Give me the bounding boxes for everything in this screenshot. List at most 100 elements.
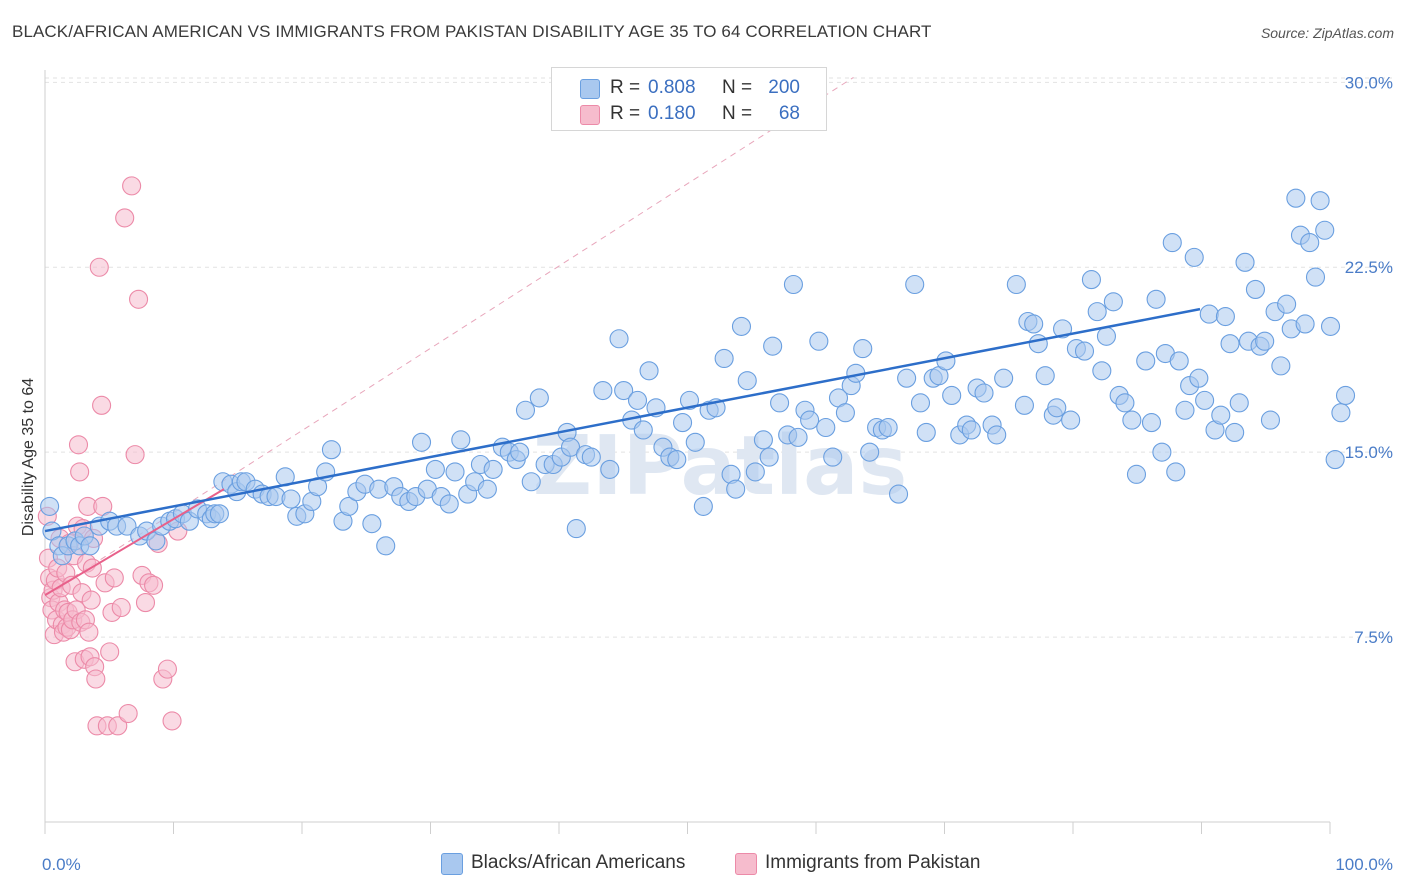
black-point: [679, 390, 700, 410]
black-point: [759, 447, 779, 467]
y-tick-label: 22.5%: [1345, 258, 1393, 277]
black-point: [510, 442, 530, 462]
black-point: [1047, 398, 1067, 418]
legend-row-pakistan: R = 0.180 N = 68: [552, 101, 826, 127]
legend-r-label: R =: [610, 103, 641, 124]
black-point: [823, 447, 843, 467]
legend-r-value: 0.180: [648, 103, 696, 124]
black-point: [1122, 410, 1142, 430]
black-point: [1074, 341, 1095, 361]
black-point: [339, 496, 359, 516]
pakistan-point: [100, 642, 120, 662]
pakistan-point: [118, 703, 138, 724]
black-point: [529, 388, 549, 408]
black-point: [40, 496, 60, 516]
pakistan-point: [108, 716, 128, 736]
pakistan-point: [111, 597, 131, 618]
black-point: [614, 380, 634, 401]
black-point: [1320, 316, 1341, 336]
pakistan-point: [70, 462, 90, 482]
black-point: [639, 361, 659, 381]
black-point: [1014, 395, 1034, 415]
black-point: [1169, 351, 1189, 371]
black-point: [1162, 233, 1182, 253]
y-tick-label: 15.0%: [1345, 443, 1393, 462]
black-point: [1211, 405, 1231, 425]
pakistan-point: [125, 445, 145, 465]
legend-n-value: 68: [778, 103, 800, 124]
legend-swatch-pakistan: [580, 105, 600, 125]
black-point: [477, 479, 497, 499]
black-point: [209, 504, 229, 524]
black-point: [439, 494, 459, 514]
black-point: [726, 479, 746, 499]
black-trend-line: [44, 307, 1201, 533]
black-point: [1335, 385, 1356, 406]
x-tick-label-max: 100.0%: [1335, 855, 1393, 874]
black-point: [1271, 356, 1291, 376]
black-point: [1103, 292, 1123, 312]
black-point: [783, 274, 803, 295]
black-point: [1081, 270, 1101, 290]
black-point: [763, 336, 783, 356]
black-point: [905, 274, 925, 295]
pakistan-point: [89, 257, 109, 277]
black-point: [1199, 304, 1219, 324]
black-point: [1315, 220, 1335, 240]
legend-n-label: N =: [722, 77, 753, 98]
black-point: [685, 432, 705, 452]
black-point: [515, 400, 536, 420]
black-point: [770, 393, 790, 413]
black-point: [411, 432, 432, 452]
black-point: [1146, 289, 1166, 309]
black-point: [1189, 368, 1209, 388]
legend-n-value: 200: [768, 77, 800, 98]
black-point: [1245, 279, 1265, 299]
pakistan-point: [81, 590, 101, 610]
pakistan-points: [37, 176, 188, 736]
black-point: [835, 403, 855, 423]
black-point: [521, 472, 541, 492]
black-point: [961, 420, 981, 440]
black-point: [633, 420, 653, 440]
black-point: [1126, 464, 1147, 484]
black-point: [600, 459, 620, 479]
bottom-legend-swatch-pakistan: [735, 853, 757, 875]
black-point: [714, 348, 734, 369]
black-point: [853, 339, 873, 359]
pakistan-point: [129, 289, 149, 309]
black-point: [362, 514, 382, 534]
black-point: [673, 413, 693, 433]
legend-swatch-black: [580, 79, 600, 99]
black-point: [1115, 393, 1135, 413]
black-point: [1053, 319, 1073, 339]
pakistan-point: [104, 568, 124, 588]
black-point: [788, 427, 808, 447]
black-point: [1225, 422, 1245, 442]
black-point: [1166, 462, 1186, 482]
black-point: [1331, 403, 1351, 423]
black-point: [860, 442, 880, 462]
source-label: Source: ZipAtlas.com: [1260, 25, 1394, 41]
black-point: [1006, 274, 1026, 295]
pakistan-point: [135, 593, 156, 613]
black-point: [483, 459, 503, 479]
bottom-legend-swatch-black: [441, 853, 463, 875]
black-point: [1235, 252, 1255, 272]
black-point: [1096, 326, 1116, 346]
black-point: [451, 430, 471, 450]
black-point: [425, 459, 445, 479]
black-point: [1024, 314, 1044, 334]
black-point: [987, 425, 1007, 445]
black-point: [942, 385, 962, 406]
black-point: [1092, 361, 1112, 381]
black-point: [667, 450, 687, 470]
black-point: [1260, 410, 1281, 430]
black-point: [693, 496, 713, 516]
pakistan-point: [68, 435, 89, 455]
black-point: [627, 390, 648, 410]
pakistan-point: [157, 659, 177, 679]
black-point: [376, 536, 396, 556]
pakistan-point: [162, 711, 182, 731]
black-point: [1286, 188, 1306, 208]
